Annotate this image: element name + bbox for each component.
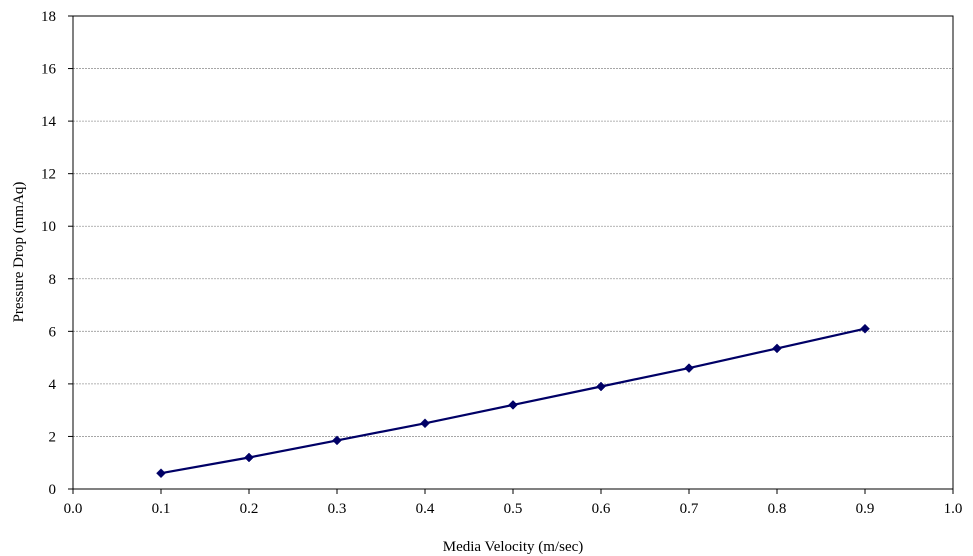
y-tick-label: 2	[49, 429, 57, 445]
x-tick-label: 0.3	[328, 501, 347, 517]
y-axis-title: Pressure Drop (mmAq)	[11, 182, 27, 323]
plot-area-frame	[72, 15, 954, 490]
x-tick-label: 0.7	[680, 501, 699, 517]
data-point-marker	[156, 468, 166, 479]
y-tick-label: 4	[49, 377, 57, 393]
x-tick-label: 0.1	[152, 501, 171, 517]
data-point-marker	[420, 418, 430, 429]
x-tick-label: 0.4	[416, 501, 435, 517]
y-tick-label: 16	[41, 62, 57, 78]
series-layer	[156, 323, 870, 479]
y-tick-label: 18	[41, 9, 56, 25]
data-point-marker	[332, 435, 342, 446]
data-point-marker	[684, 363, 694, 373]
y-tick-labels: 0 2 4 6 8 10 12 14 16 18	[41, 9, 57, 498]
axis-ticks	[68, 15, 954, 494]
y-tick-label: 12	[41, 167, 56, 183]
data-point-marker	[244, 452, 254, 463]
grid-lines	[73, 68, 953, 437]
x-tick-label: 0.8	[768, 501, 787, 517]
y-tick-label: 0	[49, 482, 57, 498]
data-point-marker	[772, 343, 782, 354]
x-tick-label: 0.6	[592, 501, 611, 517]
x-tick-label: 0.9	[856, 501, 875, 517]
data-point-marker	[860, 323, 870, 334]
x-tick-labels: 0.0 0.1 0.2 0.3 0.4 0.5 0.6 0.7 0.8 0.9 1.0	[64, 501, 963, 517]
x-tick-label: 1.0	[944, 501, 963, 517]
x-axis-title: Media Velocity (m/sec)	[443, 539, 584, 555]
y-tick-label: 10	[41, 219, 56, 235]
x-tick-label: 0.2	[240, 501, 259, 517]
data-point-marker	[596, 381, 606, 392]
y-tick-label: 6	[49, 324, 57, 340]
x-tick-label: 0.0	[64, 501, 83, 517]
y-tick-label: 14	[41, 114, 57, 130]
x-tick-label: 0.5	[504, 501, 523, 517]
data-point-marker	[508, 400, 518, 410]
y-tick-label: 8	[49, 272, 57, 288]
